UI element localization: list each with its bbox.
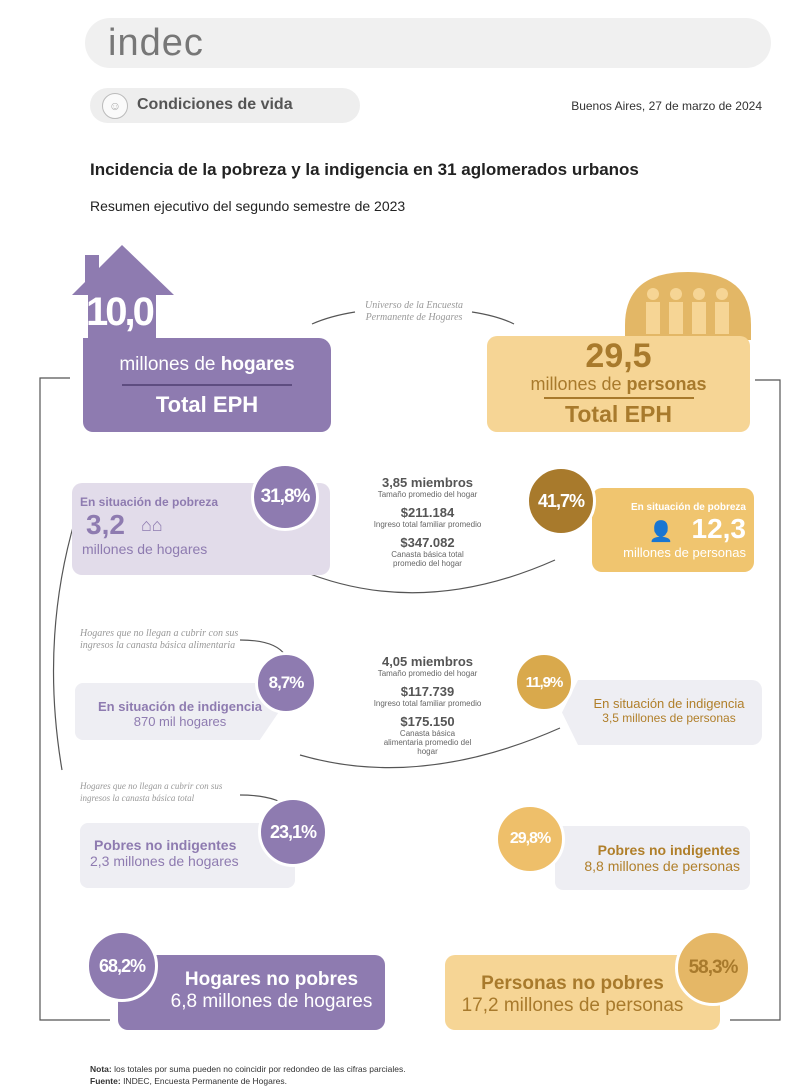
page-title: Incidencia de la pobreza y la indigencia… bbox=[90, 160, 639, 179]
nota-text: los totales por suma pueden no coincidir… bbox=[111, 1064, 406, 1074]
personas-indigencia-box: En situación de indigencia 3,5 millones … bbox=[562, 680, 762, 745]
section-pill bbox=[90, 88, 360, 123]
unit: millones de hogares bbox=[82, 541, 208, 557]
value: 2,3 millones de hogares bbox=[90, 853, 239, 869]
label: Total EPH bbox=[565, 401, 672, 427]
stat-value: $211.184 bbox=[400, 505, 455, 520]
stat-label: Canasta básica alimentaria promedio del … bbox=[383, 729, 472, 756]
stat-value: $175.150 bbox=[400, 714, 455, 729]
unit: millones de bbox=[119, 354, 221, 375]
stat-value: 4,05 miembros bbox=[381, 654, 474, 669]
value: 3,5 millones de personas bbox=[602, 711, 736, 725]
unit: millones de personas bbox=[623, 545, 746, 560]
hogares-indigencia-box: En situación de indigencia 870 mil hogar… bbox=[75, 683, 285, 740]
date: Buenos Aires, 27 de marzo de 2024 bbox=[571, 99, 762, 113]
value: 3,2 bbox=[86, 509, 125, 540]
header-bar bbox=[85, 18, 771, 68]
label: Pobres no indigentes bbox=[94, 837, 237, 853]
value: 6,8 millones de hogares bbox=[170, 991, 373, 1012]
stat-value: $347.082 bbox=[400, 535, 455, 550]
pobreza-stats: 3,85 miembros Tamaño promedio del hogar $… bbox=[350, 475, 505, 574]
stat-label: Ingreso total familiar promedio bbox=[373, 699, 482, 708]
houses-icon: ⌂⌂ bbox=[140, 514, 163, 535]
stat-value: 3,85 miembros bbox=[381, 475, 474, 490]
pct-circle: 29,8% bbox=[495, 804, 565, 874]
stat-label: Tamaño promedio del hogar bbox=[377, 490, 478, 499]
value: 12,3 bbox=[691, 513, 747, 544]
pct-circle: 31,8% bbox=[251, 463, 319, 531]
stat-label: Ingreso total familiar promedio bbox=[373, 520, 482, 529]
indigencia-stats: 4,05 miembros Tamaño promedio del hogar $… bbox=[350, 654, 505, 762]
people-icon: ☺ bbox=[102, 93, 128, 119]
label: Hogares no pobres bbox=[184, 969, 359, 990]
pct-circle: 23,1% bbox=[258, 797, 328, 867]
person-icons: 👤 bbox=[648, 521, 674, 543]
hogares-no-pobres-box: Hogares no pobres 6,8 millones de hogare… bbox=[118, 955, 385, 1030]
section-title: Condiciones de vida bbox=[137, 96, 293, 113]
value: 17,2 millones de personas bbox=[461, 995, 684, 1016]
label: En situación de pobreza bbox=[630, 502, 746, 513]
no-indigentes-note: Hogares que no llegan a cubrir con sus i… bbox=[80, 781, 223, 803]
nota-label: Nota: bbox=[90, 1064, 112, 1074]
unit: millones de bbox=[530, 374, 627, 394]
label: En situación de indigencia bbox=[593, 696, 745, 711]
fuente-label: Fuente: bbox=[90, 1076, 121, 1086]
house-icon bbox=[72, 245, 174, 343]
stat-label: Tamaño promedio del hogar bbox=[377, 669, 478, 678]
unit-bold: personas bbox=[626, 374, 707, 394]
people-group-icon bbox=[625, 272, 751, 340]
value: 870 mil hogares bbox=[133, 714, 227, 729]
footer-note: Nota: los totales por suma pueden no coi… bbox=[90, 1063, 406, 1087]
indigencia-note: Hogares que no llegan a cubrir con sus i… bbox=[80, 628, 239, 651]
label: Total EPH bbox=[155, 392, 259, 417]
label: Pobres no indigentes bbox=[597, 842, 740, 858]
personas-no-indigentes-box: Pobres no indigentes 8,8 millones de per… bbox=[555, 826, 750, 890]
page-subtitle: Resumen ejecutivo del segundo semestre d… bbox=[90, 198, 406, 214]
label: En situación de indigencia bbox=[98, 699, 262, 714]
pct-circle: 11,9% bbox=[514, 652, 574, 712]
personas-pobreza-box: En situación de pobreza 👤 12,3 millones d… bbox=[592, 488, 754, 572]
hogares-total: 10,0 bbox=[86, 290, 155, 334]
personas-total-box: 29,5 millones de personas Total EPH bbox=[487, 336, 750, 432]
stat-label: Canasta básica total promedio del hogar bbox=[391, 550, 464, 568]
personas-total: 29,5 bbox=[585, 337, 652, 375]
indec-logo: indec bbox=[108, 22, 204, 64]
stat-value: $117.739 bbox=[400, 684, 455, 699]
unit-bold: hogares bbox=[220, 354, 295, 375]
personas-no-pobres-box: Personas no pobres 17,2 millones de pers… bbox=[445, 955, 720, 1030]
value: 8,8 millones de personas bbox=[584, 858, 740, 874]
label: Personas no pobres bbox=[481, 973, 664, 994]
pct-circle: 58,3% bbox=[675, 930, 751, 1006]
fuente-text: INDEC, Encuesta Permanente de Hogares. bbox=[120, 1076, 288, 1086]
pct-circle: 68,2% bbox=[86, 930, 158, 1002]
pct-circle: 8,7% bbox=[255, 652, 317, 714]
pct-circle: 41,7% bbox=[526, 466, 596, 536]
hogares-total-box: millones de hogares Total EPH bbox=[83, 338, 331, 432]
label: En situación de pobreza bbox=[80, 495, 219, 509]
universe-note: Universo de la Encuesta Permanente de Ho… bbox=[364, 300, 464, 323]
